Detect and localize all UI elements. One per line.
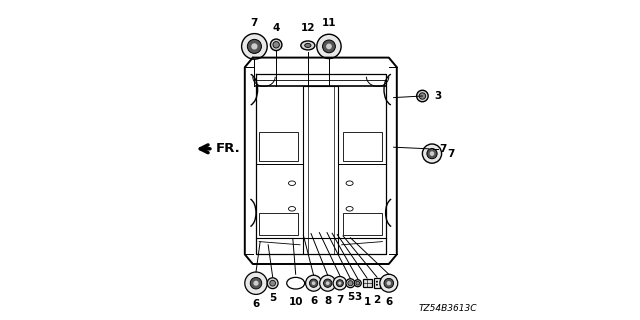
Text: 6: 6 <box>252 299 260 309</box>
Circle shape <box>356 281 360 285</box>
Text: 8: 8 <box>324 296 332 306</box>
Text: 4: 4 <box>273 23 280 33</box>
Bar <box>343 132 383 161</box>
Ellipse shape <box>305 44 311 47</box>
Text: 6: 6 <box>385 297 392 307</box>
Circle shape <box>333 276 347 290</box>
Circle shape <box>320 275 336 291</box>
Text: 3: 3 <box>434 91 441 101</box>
Text: 7: 7 <box>336 295 344 305</box>
Text: 10: 10 <box>289 297 303 307</box>
Text: 7: 7 <box>440 144 447 154</box>
Circle shape <box>326 281 330 285</box>
Text: 6: 6 <box>310 296 317 306</box>
Circle shape <box>376 284 378 286</box>
Circle shape <box>323 279 332 287</box>
Text: FR.: FR. <box>215 142 240 155</box>
Circle shape <box>252 43 257 50</box>
Text: 12: 12 <box>301 23 315 33</box>
Circle shape <box>250 277 262 289</box>
Text: 7: 7 <box>251 18 258 28</box>
Bar <box>259 213 298 235</box>
Text: 7: 7 <box>447 148 455 159</box>
Ellipse shape <box>287 277 305 289</box>
Circle shape <box>268 278 278 289</box>
Circle shape <box>348 281 353 286</box>
Text: 5: 5 <box>269 293 276 303</box>
Bar <box>362 279 371 287</box>
Circle shape <box>241 34 268 59</box>
Text: 5: 5 <box>347 292 354 302</box>
Circle shape <box>306 275 322 291</box>
Circle shape <box>337 280 344 287</box>
Circle shape <box>273 42 279 48</box>
Circle shape <box>339 282 341 285</box>
Circle shape <box>247 39 262 53</box>
Circle shape <box>326 44 332 49</box>
Circle shape <box>419 93 426 99</box>
Circle shape <box>346 279 355 288</box>
Circle shape <box>253 281 259 286</box>
Circle shape <box>270 280 275 286</box>
Bar <box>374 278 380 288</box>
Circle shape <box>384 278 394 288</box>
Text: 3: 3 <box>354 292 362 301</box>
Text: 11: 11 <box>322 19 336 28</box>
Circle shape <box>417 90 428 102</box>
Circle shape <box>310 279 318 287</box>
Circle shape <box>355 280 361 287</box>
Bar <box>343 213 383 235</box>
Circle shape <box>427 148 437 159</box>
Bar <box>259 132 298 161</box>
Ellipse shape <box>301 41 315 50</box>
Circle shape <box>317 34 341 59</box>
Circle shape <box>429 151 435 156</box>
Circle shape <box>380 274 398 292</box>
Circle shape <box>270 39 282 51</box>
Circle shape <box>245 272 268 294</box>
Circle shape <box>376 281 378 283</box>
Text: TZ54B3613C: TZ54B3613C <box>419 304 477 313</box>
Circle shape <box>422 144 442 163</box>
Text: 2: 2 <box>373 295 381 305</box>
Circle shape <box>312 281 316 285</box>
Circle shape <box>323 40 335 53</box>
Circle shape <box>387 281 391 285</box>
Text: 1: 1 <box>364 297 371 307</box>
